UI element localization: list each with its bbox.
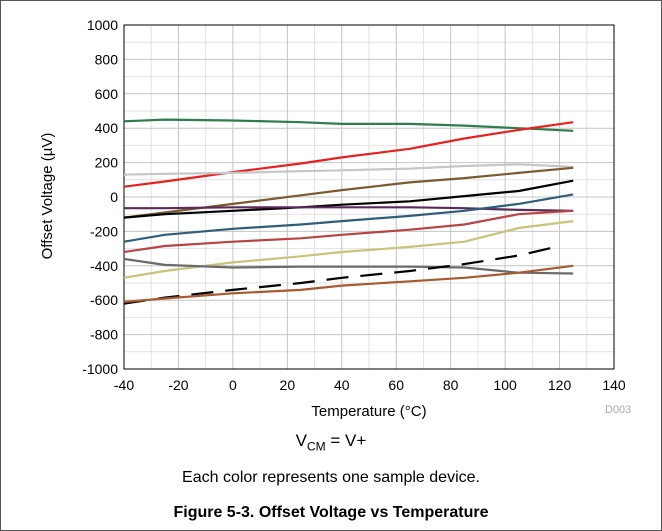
condition-prefix: V: [295, 431, 308, 450]
y-tick-label: -600: [90, 292, 118, 308]
series-line-12: [123, 264, 574, 303]
series-line-5: [123, 179, 574, 219]
x-tick-labels: -40 -20 0 20 40 60 80 100 120 140: [114, 377, 626, 393]
x-axis-label: Temperature (°C): [311, 403, 426, 420]
sample-note: Each color represents one sample device.: [182, 469, 480, 486]
test-condition: VCM = V+: [0, 431, 662, 453]
y-tick-label: -800: [90, 327, 118, 343]
condition-suffix: = V+: [325, 431, 367, 450]
x-tick-label: 40: [334, 377, 350, 393]
y-tick-label: -1000: [82, 361, 118, 377]
series-layer: [123, 118, 574, 305]
figure-caption: Figure 5-3. Offset Voltage vs Temperatur…: [173, 504, 489, 521]
y-tick-label: 200: [95, 155, 119, 171]
y-tick-label: 800: [95, 51, 119, 67]
x-tick-label: -40: [114, 377, 134, 393]
series-line-1: [123, 118, 574, 132]
y-tick-label: 600: [95, 86, 119, 102]
y-tick-label: 0: [110, 189, 118, 205]
plot-border: [123, 24, 615, 370]
y-tick-labels: -1000 -800 -600 -400 -200 0 200 400 600 800 1000: [82, 17, 118, 377]
series-line-10: [123, 257, 574, 275]
y-axis-label: Offset Voltage (µV): [39, 133, 56, 260]
x-tick-label: 80: [443, 377, 459, 393]
series-line-6: [124, 206, 574, 212]
x-tick-label: 20: [280, 377, 296, 393]
series-line-11: [123, 244, 560, 305]
series-line-2: [123, 121, 574, 188]
y-tick-label: -400: [90, 258, 118, 274]
x-tick-label: 140: [602, 377, 626, 393]
x-tick-label: 60: [388, 377, 404, 393]
device-code-label: D003: [605, 404, 632, 416]
series-line-3: [123, 163, 574, 176]
series-line-7: [123, 193, 574, 243]
x-tick-label: 0: [229, 377, 237, 393]
condition-subscript: CM: [307, 439, 326, 454]
series-line-9: [123, 220, 574, 279]
series-line-8: [123, 209, 574, 254]
y-tick-label: 1000: [87, 17, 118, 33]
y-tick-label: -200: [90, 223, 118, 239]
x-tick-label: 120: [548, 377, 572, 393]
x-tick-label: -20: [168, 377, 188, 393]
series-line-4: [123, 166, 574, 219]
y-tick-label: 400: [95, 120, 119, 136]
x-tick-label: 100: [493, 377, 517, 393]
